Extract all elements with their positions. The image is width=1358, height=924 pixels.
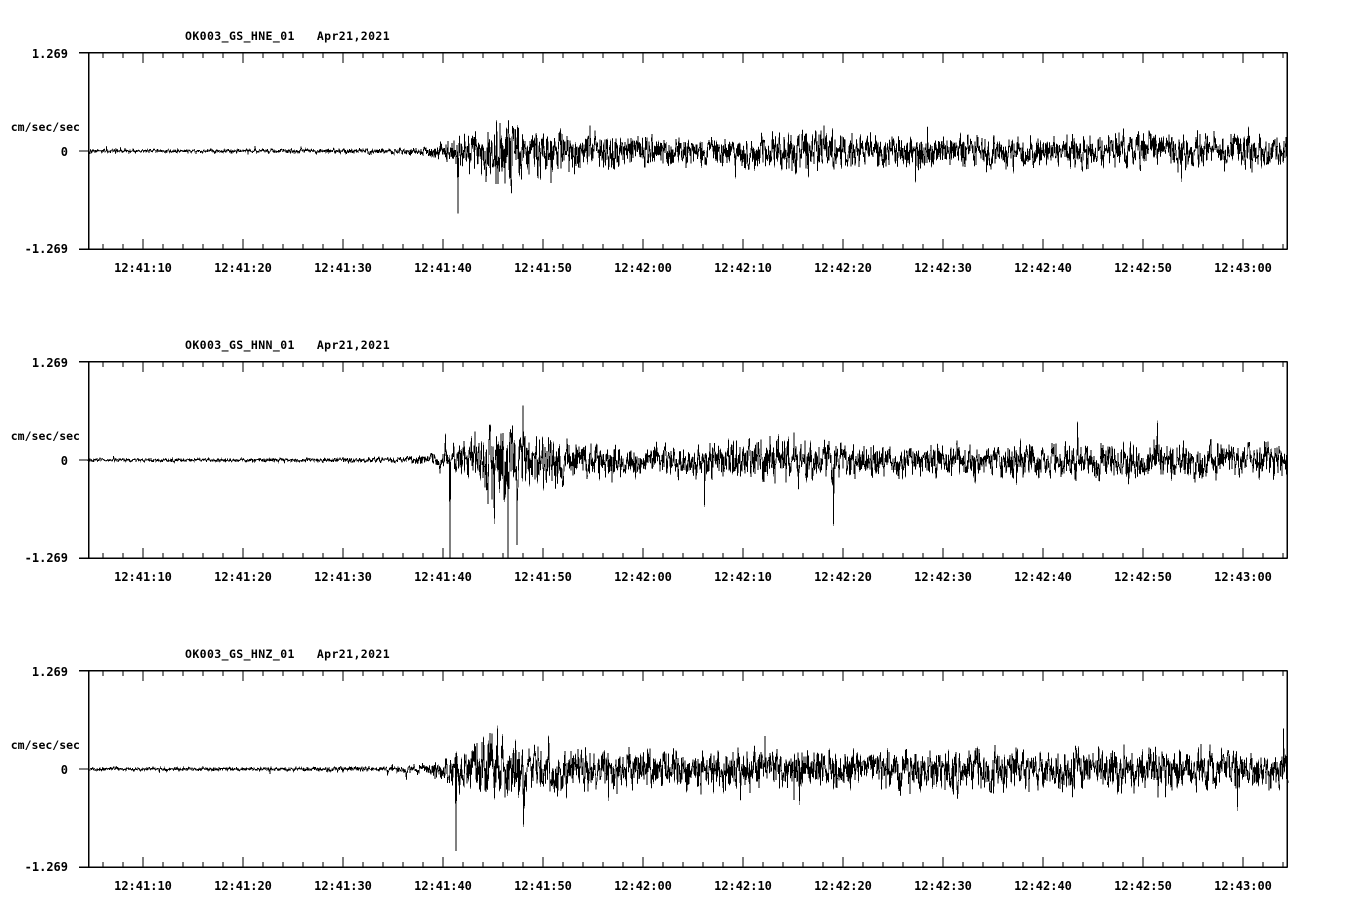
y-zero-label-hne: 0 [60,145,68,159]
y-zero-label-hnz: 0 [60,763,68,777]
x-tick-label: 12:41:10 [114,570,172,584]
x-tick-label: 12:42:50 [1114,570,1172,584]
x-tick-label: 12:41:10 [114,879,172,893]
y-axis-ticks [79,361,89,559]
panel-hnn: OK003_GS_HNN_01 Apr21,2021 1.269 cm/sec/… [0,306,1358,606]
x-tick-label: 12:42:40 [1014,261,1072,275]
x-tick-label: 12:42:10 [714,261,772,275]
waveform-trace [87,405,1289,560]
x-tick-label: 12:42:00 [614,261,672,275]
x-tick-label: 12:42:20 [814,570,872,584]
waveform-trace [87,119,1289,214]
x-tick-label: 12:42:40 [1014,570,1072,584]
x-tick-label: 12:41:50 [514,879,572,893]
x-tick-label: 12:41:40 [414,261,472,275]
x-tick-label: 12:42:40 [1014,879,1072,893]
panel-title-hnn: OK003_GS_HNN_01 Apr21,2021 [185,338,391,352]
x-tick-label: 12:41:20 [214,879,272,893]
axis-ticks [102,52,1284,250]
panel-title-hnz: OK003_GS_HNZ_01 Apr21,2021 [185,647,391,661]
x-tick-label: 12:43:00 [1214,261,1272,275]
x-tick-label: 12:41:20 [214,570,272,584]
plot-area-hnn [79,361,1289,560]
panel-hne: OK003_GS_HNE_01 Apr21,2021 1.269 cm/sec/… [0,0,1358,300]
x-tick-label: 12:42:50 [1114,879,1172,893]
y-units-label-hnz: cm/sec/sec [10,738,80,752]
y-max-label-hnn: 1.269 [31,356,68,370]
y-units-label-hne: cm/sec/sec [10,120,80,134]
x-tick-label: 12:41:50 [514,570,572,584]
y-min-label-hne: -1.269 [24,242,68,256]
x-tick-label: 12:42:10 [714,879,772,893]
y-zero-label-hnn: 0 [60,454,68,468]
x-tick-label: 12:41:40 [414,879,472,893]
panel-hnz: OK003_GS_HNZ_01 Apr21,2021 1.269 cm/sec/… [0,612,1358,912]
x-tick-label: 12:42:20 [814,879,872,893]
x-tick-label: 12:41:50 [514,261,572,275]
x-tick-label: 12:43:00 [1214,570,1272,584]
x-tick-label: 12:41:30 [314,879,372,893]
axis-ticks [102,670,1284,868]
x-tick-label: 12:41:10 [114,261,172,275]
x-tick-label: 12:41:40 [414,570,472,584]
x-tick-label: 12:41:30 [314,570,372,584]
x-tick-label: 12:42:50 [1114,261,1172,275]
y-max-label-hne: 1.269 [31,47,68,61]
x-tick-label: 12:41:30 [314,261,372,275]
waveform-trace [87,725,1289,851]
axis-ticks [102,361,1284,559]
panel-title-hne: OK003_GS_HNE_01 Apr21,2021 [185,29,391,43]
x-tick-label: 12:42:30 [914,570,972,584]
x-tick-label: 12:43:00 [1214,879,1272,893]
plot-area-hnz [79,670,1289,868]
x-tick-label: 12:42:30 [914,879,972,893]
y-axis-ticks [79,670,89,868]
x-tick-label: 12:42:30 [914,261,972,275]
y-min-label-hnn: -1.269 [24,551,68,565]
y-units-label-hnn: cm/sec/sec [10,429,80,443]
y-axis-ticks [79,52,89,250]
x-tick-label: 12:42:00 [614,879,672,893]
x-tick-label: 12:42:00 [614,570,672,584]
x-tick-label: 12:42:20 [814,261,872,275]
plot-area-hne [79,52,1289,250]
x-tick-label: 12:41:20 [214,261,272,275]
x-tick-label: 12:42:10 [714,570,772,584]
y-max-label-hnz: 1.269 [31,665,68,679]
y-min-label-hnz: -1.269 [24,860,68,874]
